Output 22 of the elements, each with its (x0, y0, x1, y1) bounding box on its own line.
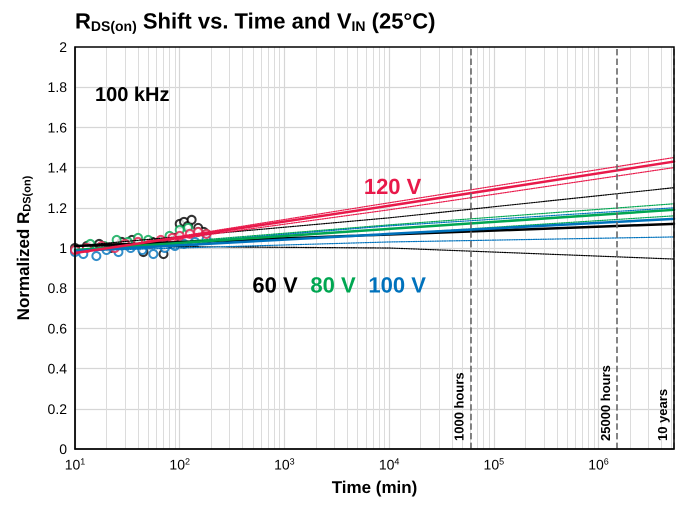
y-axis-title: Normalized RDS(on) (14, 175, 34, 320)
ref-line-label: 10 years (655, 388, 670, 441)
y-tick-label: 0 (59, 441, 68, 457)
y-tick-label: 0.6 (48, 320, 68, 336)
y-tick-label: 2 (59, 39, 68, 55)
y-tick-label: 1.6 (48, 119, 68, 136)
y-tick-label: 1.8 (48, 79, 68, 96)
annotation: 100 kHz (95, 84, 170, 106)
y-tick-label: 1.4 (48, 160, 68, 176)
y-tick-label: 1 (59, 240, 68, 256)
y-tick-label: 0.4 (48, 360, 68, 377)
ref-line-label: 1000 hours (452, 372, 467, 441)
x-axis-title: Time (min) (332, 478, 418, 497)
y-tick-label: 1.2 (48, 200, 68, 216)
y-tick-label: 0.2 (48, 400, 68, 417)
y-tick-label: 0.8 (48, 280, 68, 296)
ref-line-label: 25000 hours (598, 365, 613, 441)
series-label: 120 V (364, 174, 422, 200)
series-label: 100 V (368, 272, 426, 298)
chart-title: RDS(on) Shift vs. Time and VIN (25°C) (75, 8, 436, 34)
series-label: 80 V (310, 272, 356, 298)
series-label: 60 V (252, 272, 298, 298)
